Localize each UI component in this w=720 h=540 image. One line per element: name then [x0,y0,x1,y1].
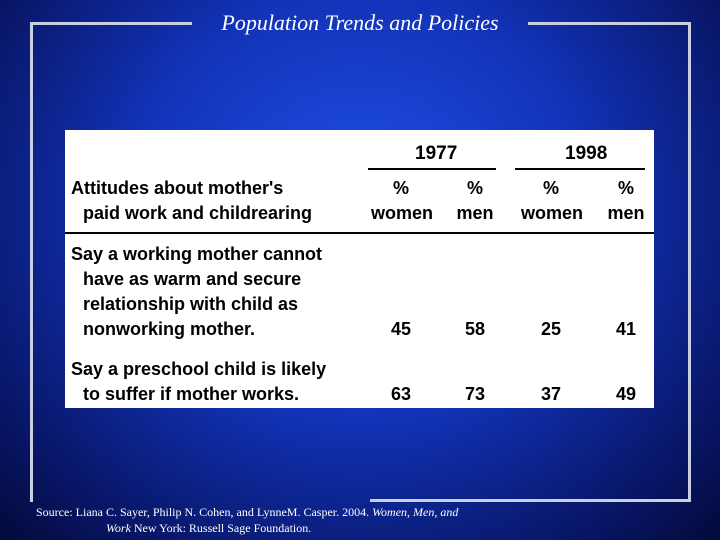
row-1-label-line-3: relationship with child as [83,294,299,314]
source-citation: Source: Liana C. Sayer, Philip N. Cohen,… [36,504,458,536]
source-suffix: New York: Russell Sage Foundation. [130,521,312,535]
col-header-1998-women: women [521,203,584,223]
row-2-value-1998-men: 49 [615,384,637,404]
col-header-1977-women: women [371,203,434,223]
frame-bottom-right [370,499,691,502]
year-rule-1998 [515,168,645,170]
col-header-1977-men-pct: % [466,178,483,198]
frame-left [30,22,33,502]
header-rule [65,232,654,234]
frame-bottom-left [30,499,33,502]
row-1-value-1998-women: 25 [540,319,562,339]
frame-right [688,22,691,502]
source-title-part-1: Women, Men, and [372,505,459,519]
row-1-value-1977-men: 58 [464,319,486,339]
source-prefix: Source: Liana C. Sayer, Philip N. Cohen,… [36,505,373,519]
attitudes-table: 1977 1998 Attitudes about mother's paid … [65,130,654,408]
row-1-value-1977-women: 45 [390,319,412,339]
row-2-value-1977-women: 63 [390,384,412,404]
row-2-label-line-1: Say a preschool child is likely [71,359,327,379]
year-header-1977: 1977 [415,143,458,164]
slide-title: Population Trends and Policies [221,10,499,35]
row-header-line-2: paid work and childrearing [83,203,313,223]
row-2-label-line-2: to suffer if mother works. [83,384,300,404]
col-header-1998-men: men [607,203,645,223]
frame-top-right [528,22,691,25]
row-2-value-1977-men: 73 [464,384,486,404]
source-line-2: Work New York: Russell Sage Foundation. [36,520,458,536]
frame-top-left [30,22,192,25]
year-header-1998: 1998 [565,143,608,164]
row-header-line-1: Attitudes about mother's [71,178,284,198]
col-header-1977-men: men [456,203,494,223]
col-header-1998-men-pct: % [617,178,634,198]
row-1-label-line-4: nonworking mother. [83,319,256,339]
row-1-label-line-1: Say a working mother cannot [71,244,323,264]
col-header-1998-women-pct: % [542,178,559,198]
source-title-part-2: Work [106,521,131,535]
col-header-1977-women-pct: % [392,178,409,198]
row-1-value-1998-men: 41 [615,319,637,339]
row-2-value-1998-women: 37 [540,384,562,404]
year-rule-1977 [368,168,496,170]
row-1-label-line-2: have as warm and secure [83,269,302,289]
source-line-1: Source: Liana C. Sayer, Philip N. Cohen,… [36,504,458,520]
